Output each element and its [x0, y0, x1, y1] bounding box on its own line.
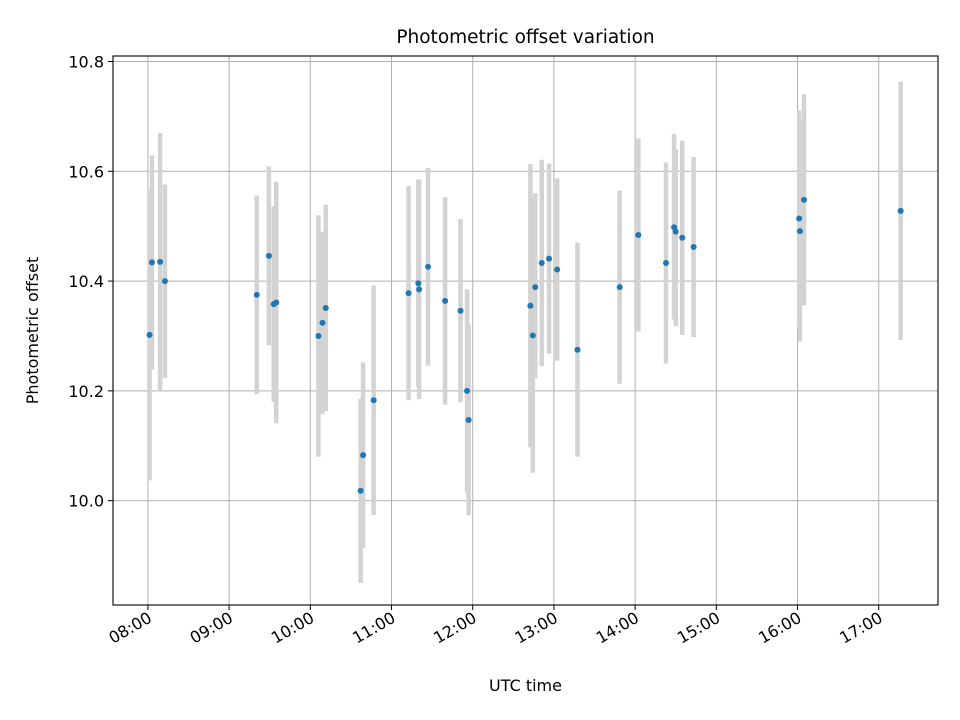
data-point	[146, 331, 153, 338]
plot-frame	[112, 55, 939, 606]
data-point	[679, 234, 686, 241]
y-axis-label: Photometric offset	[23, 257, 42, 405]
data-point	[457, 307, 464, 314]
data-point	[273, 299, 280, 306]
data-point	[897, 207, 904, 214]
data-point	[538, 259, 545, 266]
data-point	[253, 291, 260, 298]
markers	[146, 196, 904, 494]
data-point	[546, 255, 553, 262]
data-point	[527, 302, 534, 309]
data-point	[357, 487, 364, 494]
data-point	[529, 332, 536, 339]
data-point	[532, 284, 539, 291]
data-point	[415, 280, 422, 287]
data-point	[464, 387, 471, 394]
data-point	[690, 244, 697, 251]
data-point	[425, 263, 432, 270]
data-point	[416, 286, 423, 293]
x-axis-label: UTC time	[489, 676, 562, 695]
data-point	[801, 196, 808, 203]
data-point	[796, 215, 803, 222]
data-point	[442, 297, 449, 304]
y-tick-label: 10.6	[68, 162, 104, 181]
data-point	[148, 259, 155, 266]
y-tick-label: 10.4	[68, 272, 104, 291]
data-point	[796, 228, 803, 235]
data-point	[574, 346, 581, 353]
data-point	[315, 332, 322, 339]
chart-title: Photometric offset variation	[396, 27, 654, 48]
data-point	[157, 258, 164, 265]
y-tick-label: 10.2	[68, 382, 104, 401]
data-point	[672, 228, 679, 235]
data-point	[465, 416, 472, 423]
data-point	[554, 266, 561, 273]
data-point	[265, 252, 272, 259]
data-point	[322, 304, 329, 311]
y-tick-label: 10.0	[68, 492, 104, 511]
y-axis: 10.0 10.2 10.4 10.6 10.8	[68, 52, 113, 511]
data-point	[662, 259, 669, 266]
data-point	[319, 319, 326, 326]
data-point	[161, 278, 168, 285]
data-point	[405, 290, 412, 297]
data-point	[370, 397, 377, 404]
y-tick-label: 10.8	[68, 52, 104, 71]
data-point	[635, 231, 642, 238]
data-point	[360, 452, 367, 459]
data-point	[616, 284, 623, 291]
